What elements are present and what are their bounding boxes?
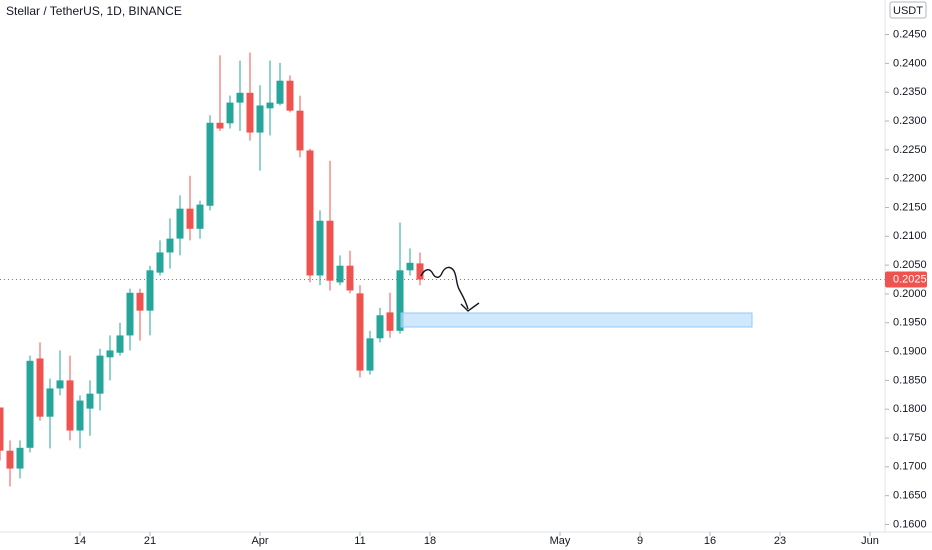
candle-body [166, 238, 174, 253]
candle-body [156, 252, 164, 273]
candle-body [0, 407, 4, 451]
y-tick-label: 0.2100 [893, 230, 927, 242]
arrow-head [460, 302, 480, 312]
y-tick-label: 0.2300 [893, 115, 927, 127]
candle-body [206, 122, 214, 206]
y-tick-label: 0.1650 [893, 490, 927, 502]
candle-body [416, 263, 424, 280]
candle-body [306, 150, 314, 276]
candle-body [116, 335, 124, 353]
candle-body [126, 292, 134, 336]
y-tick-label: 0.2200 [893, 173, 927, 185]
candle-body [316, 220, 324, 276]
candle-body [186, 208, 194, 229]
y-tick-label: 0.2400 [893, 57, 927, 69]
candle-body [16, 447, 24, 469]
candle-body [226, 102, 234, 124]
candle-body [66, 380, 74, 431]
candle-body [106, 350, 114, 358]
candle-body [386, 312, 394, 331]
y-tick-label: 0.1750 [893, 432, 927, 444]
currency-box [889, 1, 927, 19]
candle-body [246, 92, 254, 133]
candle-body [256, 105, 264, 133]
candle-body [266, 102, 274, 109]
candle-body [176, 208, 184, 239]
candle-body [336, 265, 344, 283]
candle-body [56, 380, 64, 389]
x-tick-label: 23 [774, 535, 786, 547]
currency-label: USDT [893, 5, 923, 17]
drawn-arrow [420, 266, 469, 310]
y-tick-label: 0.2150 [893, 201, 927, 213]
candle-body [96, 355, 104, 394]
y-tick-label: 0.1800 [893, 403, 927, 415]
candle-body [36, 358, 44, 417]
candle-body [196, 204, 204, 229]
x-tick-label: May [550, 535, 571, 547]
last-price-label: 0.2025 [893, 273, 927, 285]
candle-body [366, 338, 374, 371]
target-zone [400, 312, 753, 328]
candle-body [46, 388, 54, 417]
candle-body [136, 292, 144, 311]
candle-body [376, 315, 384, 339]
candle-body [356, 293, 364, 371]
y-tick-label: 0.2000 [893, 288, 927, 300]
candle-body [396, 270, 404, 331]
candle-body [326, 220, 334, 281]
candle-body [296, 110, 304, 151]
y-tick-label: 0.2350 [893, 86, 927, 98]
candle-body [346, 265, 354, 291]
candle-body [406, 262, 414, 271]
candle-body [146, 270, 154, 311]
y-tick-label: 0.1700 [893, 461, 927, 473]
x-tick-label: 21 [144, 535, 156, 547]
candle-body [216, 122, 224, 129]
x-tick-label: 16 [704, 535, 716, 547]
candle-body [86, 393, 94, 409]
candle-body [276, 80, 284, 104]
y-tick-label: 0.2050 [893, 259, 927, 271]
y-tick-label: 0.1950 [893, 317, 927, 329]
x-tick-label: 9 [637, 535, 643, 547]
candle-body [236, 92, 244, 103]
candle-body [76, 400, 84, 431]
y-tick-label: 0.2450 [893, 28, 927, 40]
x-tick-label: 14 [74, 535, 86, 547]
y-tick-label: 0.1850 [893, 374, 927, 386]
candle-body [26, 360, 34, 448]
y-tick-label: 0.2250 [893, 144, 927, 156]
x-tick-label: 18 [424, 535, 436, 547]
candle-body [286, 80, 294, 111]
candle-body [6, 450, 14, 469]
x-tick-label: Apr [251, 535, 268, 547]
last-price-box [885, 271, 927, 288]
chart-title: Stellar / TetherUS, 1D, BINANCE [6, 4, 182, 18]
x-tick-label: Jun [861, 535, 879, 547]
x-tick-label: 11 [354, 535, 365, 547]
y-tick-label: 0.1900 [893, 345, 927, 357]
y-tick-label: 0.1600 [893, 518, 927, 530]
